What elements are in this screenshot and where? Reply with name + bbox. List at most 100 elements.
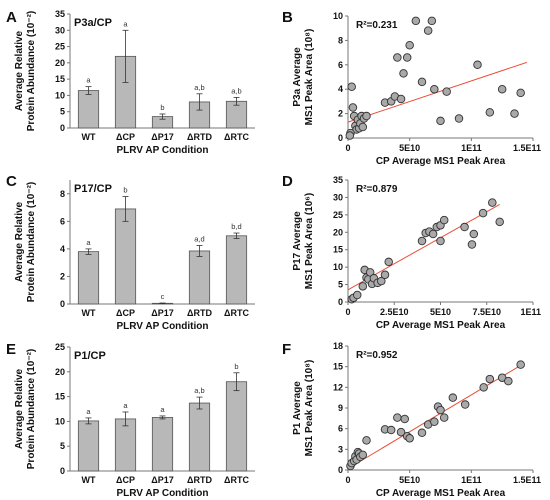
y-axis-label: Protein Abundance (10⁻²) — [26, 182, 37, 302]
x-axis-label: CP Average MS1 Peak Area — [376, 488, 506, 499]
data-point — [396, 94, 406, 104]
data-point — [399, 69, 408, 78]
r-squared-label: R²=0.231 — [356, 20, 398, 31]
y-axis-label: Average Relative — [14, 30, 25, 111]
y-tick-label: 5 — [338, 280, 343, 290]
bar-panel-E: E 0 5 10 15 20 25 P1/CP a WT a ΔCP a ΔP17 a,b ΔRTD b ΔRTC… — [6, 341, 255, 499]
data-point — [380, 270, 390, 280]
data-point — [495, 217, 504, 227]
y-axis-label: Average Relative — [14, 201, 25, 282]
data-point — [417, 428, 427, 438]
y-tick-label: 15 — [55, 74, 65, 84]
y-tick-label: 0 — [60, 466, 65, 476]
bar-panel-C: C 0 2 4 6 8 P17/CP a WT b ΔCP c ΔP17 a,d ΔRTD b,d ΔRTC PL… — [6, 173, 255, 332]
data-point — [393, 53, 402, 62]
data-point — [516, 88, 525, 98]
data-point — [417, 77, 427, 87]
data-point — [442, 87, 451, 96]
data-point — [358, 122, 368, 132]
x-tick-label: ΔRTD — [187, 475, 212, 485]
y-tick-label: 18 — [333, 341, 343, 351]
y-axis-label: Protein Abundance (10⁻²) — [26, 11, 37, 131]
data-point — [405, 434, 414, 443]
y-tick-label: 6 — [60, 216, 65, 226]
bar — [225, 381, 248, 472]
y-tick-label: 2 — [338, 109, 343, 119]
y-axis-label: MS1 Peak Area (10⁶) — [304, 193, 315, 290]
y-tick-label: 30 — [333, 192, 343, 202]
data-point — [516, 360, 525, 369]
trend-line — [347, 363, 524, 470]
data-point — [353, 290, 362, 300]
y-tick-label: 5 — [60, 441, 65, 451]
scatter-panel-D: D 0 5 10 15 20 25 30 35 0 2.5E10 5E10 7.5E10 1E11 R²=0… — [282, 173, 541, 331]
data-point — [427, 16, 437, 26]
r-squared-label: R²=0.879 — [356, 184, 398, 195]
y-tick-label: 0 — [60, 123, 65, 133]
data-point — [504, 376, 513, 386]
x-tick-label: ΔCP — [116, 132, 135, 142]
data-point — [436, 116, 445, 126]
panel-letter: F — [282, 341, 291, 358]
x-tick-label: 5E10 — [399, 475, 420, 485]
panel-title: P1/CP — [74, 350, 106, 362]
y-tick-label: 10 — [333, 11, 343, 21]
data-point — [362, 436, 371, 445]
y-tick-label: 15 — [333, 245, 343, 255]
data-point — [428, 229, 438, 239]
x-tick-label: 0 — [345, 475, 350, 485]
data-point — [423, 26, 433, 35]
bar — [114, 418, 137, 472]
data-point — [478, 208, 488, 218]
y-tick-label: 0 — [338, 297, 343, 307]
bar — [114, 208, 137, 305]
bar — [77, 90, 100, 129]
y-axis-label: P3a Average — [292, 47, 303, 107]
bar — [151, 417, 174, 472]
x-tick-label: ΔP17 — [151, 132, 173, 142]
y-tick-label: 25 — [333, 210, 343, 220]
y-tick-label: 10 — [333, 262, 343, 272]
significance-label: a — [86, 238, 91, 247]
significance-label: b — [160, 103, 164, 112]
x-tick-label: 1.5E11 — [513, 143, 541, 153]
data-point — [386, 425, 396, 435]
y-tick-label: 0 — [338, 133, 343, 143]
data-point — [377, 276, 386, 286]
y-tick-label: 35 — [333, 175, 343, 185]
data-point — [448, 393, 458, 402]
y-tick-label: 30 — [55, 25, 65, 35]
panel-title: P3a/CP — [74, 17, 112, 29]
data-point — [365, 268, 375, 277]
data-point — [347, 82, 356, 92]
x-axis-label: CP Average MS1 Peak Area — [376, 320, 506, 331]
bar-panel-A: A 0 5 10 15 20 25 30 35 P3a/CP a WT a ΔCP b ΔP17 a,b ΔRTD… — [6, 9, 255, 156]
data-point — [402, 53, 412, 62]
data-point — [358, 450, 368, 460]
panel-letter: C — [6, 173, 17, 190]
x-tick-label: 7.5E10 — [472, 307, 501, 317]
y-tick-label: 25 — [55, 42, 65, 52]
data-point — [454, 114, 464, 123]
data-point — [430, 417, 439, 427]
data-point — [358, 282, 368, 291]
y-tick-label: 5 — [60, 107, 65, 117]
significance-label: a,b — [194, 386, 204, 395]
significance-label: b,d — [231, 222, 241, 231]
data-point — [439, 215, 449, 225]
significance-label: b — [234, 362, 238, 371]
x-tick-label: 0 — [345, 143, 350, 153]
scatter-panel-B: B 0 2 4 6 8 10 0 5E10 1E11 1.5E11 R²=0.231 CP Averag… — [282, 9, 541, 167]
panel-letter: B — [282, 9, 293, 26]
x-tick-label: 1E11 — [520, 307, 541, 317]
significance-label: a — [86, 407, 91, 416]
scatter-panel-F: F 0 3 6 9 12 15 18 0 5E10 1E11 1.5E11 R²=0.952 CP Ave… — [282, 341, 541, 499]
data-point — [362, 111, 371, 121]
y-axis-label: MS1 Peak Area (10⁸) — [304, 360, 315, 457]
y-tick-label: 6 — [338, 60, 343, 70]
data-point — [510, 109, 519, 118]
data-point — [479, 383, 488, 392]
significance-label: a,b — [231, 86, 241, 95]
x-tick-label: ΔP17 — [151, 308, 173, 318]
